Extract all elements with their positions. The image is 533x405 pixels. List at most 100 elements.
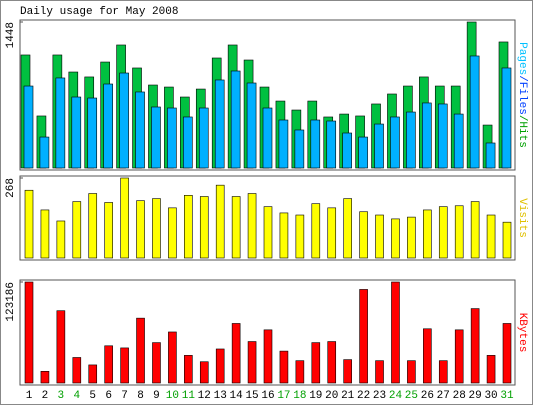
bar [151,106,161,169]
x-tick-label: 14 [230,390,244,402]
x-tick-label: 8 [137,390,144,402]
bar [469,55,480,169]
bar [198,107,209,169]
bar [120,177,129,259]
bar [199,361,209,384]
bar [247,341,257,384]
bar [422,102,432,169]
x-tick-label: 26 [421,390,434,402]
bar [215,184,225,259]
bar [135,91,145,169]
bar [310,119,321,169]
bar [23,85,34,169]
bar [343,198,352,259]
bar [295,214,305,259]
x-tick-label: 24 [389,390,403,402]
y-axis-label: KBytes [516,313,528,353]
bar [311,342,321,384]
x-tick-label: 3 [58,390,65,402]
y-label-part: Pages [516,42,528,75]
x-tick-label: 10 [166,390,179,402]
x-tick-label: 22 [357,390,370,402]
x-tick-label: 15 [245,390,258,402]
bar [437,103,448,169]
x-tick-label: 18 [293,390,306,402]
x-tick-label: 2 [42,390,49,402]
y-label-part: Hits [516,121,528,147]
bar [214,79,225,169]
x-tick-label: 16 [261,390,274,402]
x-tick-label: 25 [405,390,418,402]
bar [486,214,496,259]
bar [263,206,273,259]
bar [279,212,289,259]
bar [295,360,305,384]
bar [358,136,368,169]
bar [104,202,113,259]
bar [39,136,50,169]
bar [184,355,193,384]
bar [327,207,337,259]
x-tick-label: 7 [121,390,128,402]
bar [438,360,448,384]
x-tick-label: 19 [309,390,322,402]
bar [423,328,432,384]
bar [359,211,368,259]
bar [88,193,98,259]
bar [56,310,66,384]
x-tick-label: 11 [182,390,196,402]
bar [72,201,82,259]
x-tick-label: 31 [500,390,514,402]
bar [486,355,496,384]
bar [279,350,289,384]
x-tick-label: 20 [325,390,338,402]
bar [311,203,321,259]
bar [215,348,225,384]
panel [19,175,516,261]
y-label-part: Files [516,82,528,115]
panel [19,279,516,386]
x-tick-label: 6 [105,390,112,402]
x-tick-label: 28 [453,390,466,402]
x-tick-label: 17 [277,390,290,402]
bar [24,281,34,384]
bar [326,120,337,169]
y-axis-label: Pages/Files/Hits [516,42,528,148]
bar [263,329,273,384]
bar [343,359,352,384]
bar [56,220,66,259]
bar [246,82,257,169]
x-tick-label: 29 [469,390,482,402]
y-label-part: / [516,115,528,122]
bar [359,289,368,384]
bar [103,83,113,169]
y-tick-label: 268 [5,178,17,198]
bar [501,67,512,169]
bar [391,218,400,259]
bar [470,308,480,384]
x-tick-label: 1 [26,390,33,402]
bar [231,323,241,384]
bar [152,342,161,384]
bar [374,123,384,169]
x-tick-label: 13 [214,390,227,402]
bar [327,341,337,384]
bar [502,323,512,384]
bar [72,357,82,384]
bar [87,97,98,169]
y-label-part: / [516,75,528,82]
bar [184,195,193,259]
bar [407,216,416,259]
bar [168,207,177,259]
y-tick-label: 123186 [5,282,17,322]
bar [375,360,384,384]
bar [278,119,289,169]
bar [502,221,512,259]
bar [375,214,384,259]
bar [438,206,448,259]
bar [199,196,209,259]
x-tick-label: 30 [484,390,497,402]
bar [88,364,98,384]
y-axis-label: Visits [516,198,528,238]
